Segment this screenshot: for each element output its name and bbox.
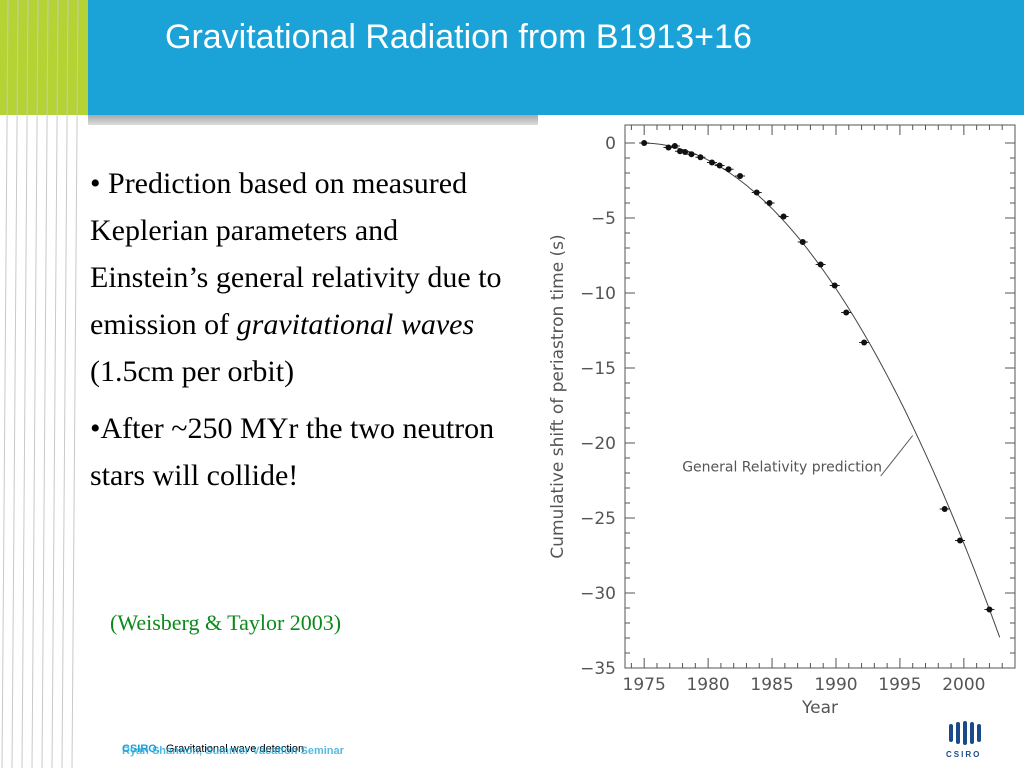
periastron-shift-chart: 1975 1980 1985 1990 1995 2000 0 −5 −10 −15 −20 −25 −… (548, 124, 1016, 718)
data-point (831, 282, 838, 289)
annotation-label: General Relativity prediction (682, 460, 882, 476)
data-point (671, 143, 678, 149)
data-point (986, 606, 993, 613)
data-point (725, 166, 732, 173)
bullet-list: • Prediction based on measured Keplerian… (90, 160, 510, 509)
data-point (753, 189, 760, 196)
data-point (957, 537, 964, 544)
data-point (780, 213, 787, 220)
bullet-prediction-tail: (1.5cm per orbit) (90, 355, 295, 388)
bullet-prediction-text: • Prediction based on measured Keplerian… (90, 167, 502, 341)
decorative-lines (1, 0, 79, 768)
data-point (843, 309, 850, 316)
gr-prediction-curve (641, 142, 1001, 638)
y-tick-label: −25 (580, 509, 616, 529)
y-tick-label: −35 (580, 659, 616, 679)
data-point (676, 148, 683, 155)
logo-text: CSIRO (946, 750, 982, 759)
bullet-prediction: • Prediction based on measured Keplerian… (90, 160, 510, 395)
bullet-prediction-italic: gravitational waves (236, 308, 475, 341)
data-point (941, 506, 948, 512)
data-point (708, 159, 715, 166)
x-tick-label: 1980 (686, 675, 729, 695)
annotation-leader (880, 435, 914, 477)
footer-seminar: Ryan Shannon, Summer Vacation Seminar (122, 745, 344, 757)
csiro-logo-icon (949, 721, 981, 745)
y-tick-label: −20 (580, 434, 616, 454)
plot-frame (624, 124, 1016, 669)
data-point (737, 173, 744, 179)
footer-org: CSIRO. (122, 743, 160, 755)
data-point (682, 149, 689, 155)
x-axis-label: Year (801, 698, 838, 718)
x-tick-label: 1975 (623, 675, 666, 695)
x-tick-label: 2000 (942, 675, 985, 695)
data-point (697, 154, 704, 161)
data-point (861, 339, 868, 346)
data-point (665, 144, 672, 151)
y-tick-label: −10 (580, 284, 616, 304)
x-tick-label: 1995 (878, 675, 921, 695)
data-point (716, 162, 723, 169)
y-tick-label: −5 (591, 209, 616, 229)
accent-block (0, 0, 88, 115)
x-tick-label: 1985 (750, 675, 793, 695)
footer-subject: Gravitational wave detection (165, 743, 305, 755)
x-tick-label: 1990 (814, 675, 857, 695)
citation: (Weisberg & Taylor 2003) (110, 610, 342, 635)
y-tick-label: −15 (580, 359, 616, 379)
title-underline-bar (88, 115, 538, 125)
header-bar (0, 0, 1024, 115)
data-point (641, 140, 648, 146)
y-axis-label: Cumulative shift of periastron time (s) (548, 234, 568, 558)
y-tick-label: 0 (605, 134, 616, 154)
data-point (688, 151, 695, 158)
bullet-collision: •After ~250 MYr the two neutron stars wi… (90, 412, 495, 492)
footer: Ryan Shannon, Summer Vacation Seminar CS… (122, 743, 344, 757)
data-point (766, 200, 773, 206)
data-point (817, 261, 824, 268)
y-tick-label: −30 (580, 584, 616, 604)
slide-title: Gravitational Radiation from B1913+16 (165, 18, 752, 56)
data-point (799, 239, 806, 245)
